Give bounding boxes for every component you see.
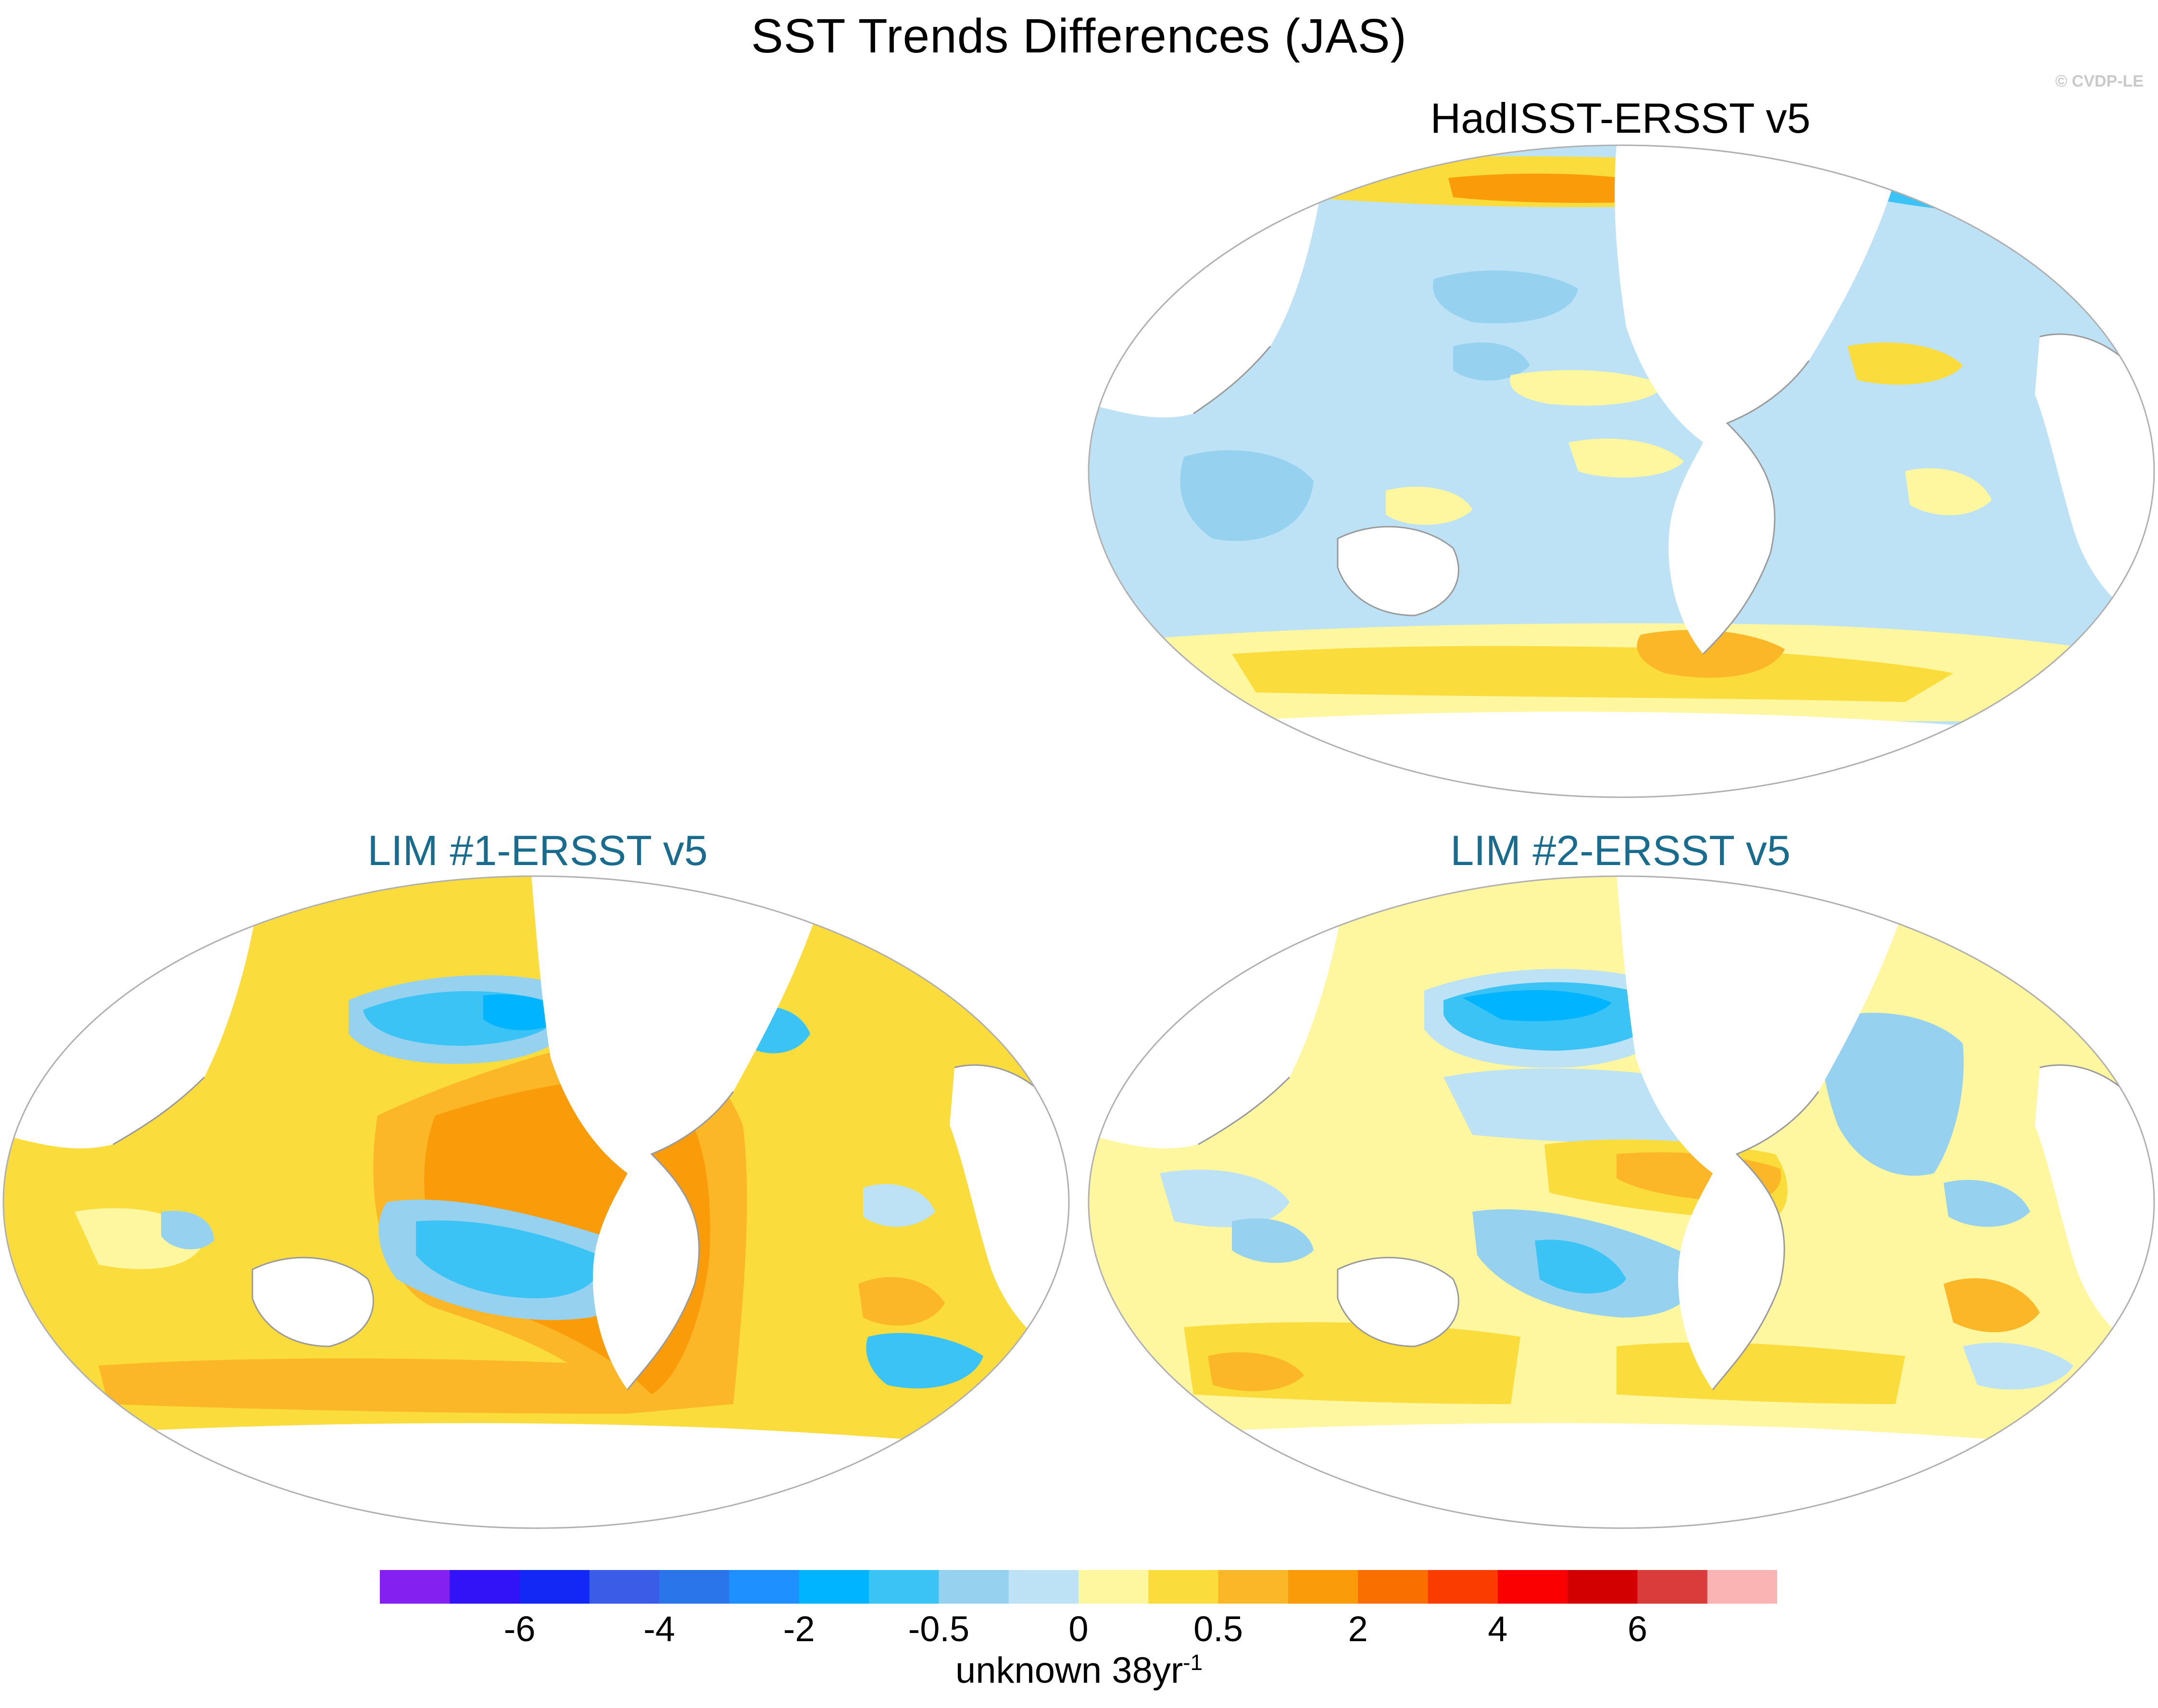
- colorbar-tick-label: 2: [1348, 1609, 1368, 1649]
- land-americas: [531, 876, 829, 1390]
- colorbar-swatch: [1218, 1570, 1289, 1604]
- map-border: [1088, 144, 2155, 798]
- pac-yellow-1: [1510, 370, 1665, 406]
- colorbar-tick-label: 6: [1627, 1609, 1647, 1649]
- map-border: [1088, 875, 2155, 1529]
- colorbar-swatch: [1497, 1570, 1568, 1604]
- so-orange: [1208, 1352, 1304, 1392]
- colorbar-swatch: [1568, 1570, 1638, 1604]
- coastline: [1193, 333, 2146, 655]
- atl-pale: [863, 1184, 935, 1227]
- so-orange: [99, 1358, 627, 1414]
- colorbar-swatch: [589, 1570, 660, 1604]
- atl-blue-south: [1963, 1343, 2073, 1390]
- colorbar-tick-label: -2: [783, 1609, 815, 1649]
- land-antarctica: [1089, 712, 2154, 797]
- land-australia: [1338, 527, 1459, 615]
- colorbar-swatch: [1637, 1570, 1708, 1604]
- colorbar-tick-label: 4: [1488, 1609, 1508, 1649]
- atl-blue-south: [866, 1333, 983, 1389]
- colorbar-swatch: [1428, 1570, 1498, 1604]
- pac-yellow-2: [1568, 439, 1684, 478]
- indian-blue-2: [1232, 1218, 1314, 1263]
- colorbar-swatch: [1008, 1570, 1079, 1604]
- coastline: [113, 1064, 1061, 1390]
- atl-yellow-1: [1847, 342, 1963, 385]
- arctic-blue-left: [1169, 166, 1304, 200]
- atl-orange: [858, 1277, 945, 1326]
- colorbar-swatch: [1358, 1570, 1428, 1604]
- colorbar-tick-label: 0: [1068, 1609, 1089, 1649]
- coastline: [1198, 1064, 2146, 1390]
- colorbar-swatch: [380, 1570, 450, 1604]
- colorbar-tick-label: 0.5: [1193, 1609, 1243, 1649]
- colorbar-swatch: [1707, 1570, 1777, 1604]
- colorbar-swatch: [450, 1570, 520, 1604]
- colorbar-swatch: [799, 1570, 869, 1604]
- so-gold-2: [1617, 1342, 1905, 1404]
- colorbar-tick-label: -6: [503, 1609, 536, 1649]
- land-africa: [2035, 334, 2154, 625]
- arctic-orange: [1448, 173, 1641, 203]
- colorbar-swatch: [1148, 1570, 1219, 1604]
- atl-yellow-2: [1905, 468, 1992, 515]
- so-orange: [1637, 630, 1785, 678]
- colorbar-swatch: [519, 1570, 590, 1604]
- indian-blue: [1160, 1169, 1290, 1227]
- map-lim1: [2, 875, 1070, 1529]
- indian-blue: [1180, 450, 1314, 541]
- panel-title-lim1: LIM #1-ERSST v5: [367, 827, 708, 874]
- colorbar-swatch: [939, 1570, 1009, 1604]
- watermark: © CVDP-LE: [2055, 72, 2144, 90]
- indian-blue: [161, 1211, 214, 1250]
- npac-blue-1: [1433, 270, 1578, 324]
- land-americas: [1615, 145, 1905, 654]
- atl-blue: [1821, 1013, 1964, 1176]
- land-africa: [950, 1065, 1069, 1356]
- map-border: [2, 875, 1070, 1529]
- spac-blue-core: [1535, 1240, 1626, 1294]
- figure-title: SST Trends Differences (JAS): [751, 9, 1407, 63]
- colorbar-swatch: [659, 1570, 729, 1604]
- colorbar: [380, 1570, 1777, 1604]
- atl-blue-2: [1944, 1180, 2030, 1227]
- colorbar-swatch: [869, 1570, 939, 1604]
- map-hadisst: [1088, 144, 2155, 798]
- land-antarctica: [3, 1423, 1069, 1528]
- colorbar-units: unknown 38yr-1: [0, 1649, 2158, 1691]
- colorbar-swatch: [1079, 1570, 1149, 1604]
- land-americas: [1617, 876, 1915, 1390]
- npac-blue-2: [1453, 342, 1530, 381]
- colorbar-swatch: [729, 1570, 800, 1604]
- panel-title-hadisst: HadISST-ERSST v5: [1430, 94, 1811, 142]
- land-australia: [1338, 1257, 1459, 1346]
- npac-blue-dark: [1463, 990, 1612, 1021]
- units-text: unknown 38yr: [955, 1650, 1183, 1691]
- colorbar-swatch: [1288, 1570, 1358, 1604]
- atl-gold: [1944, 1278, 2040, 1332]
- panel-title-lim2: LIM #2-ERSST v5: [1450, 827, 1791, 874]
- units-exponent: -1: [1183, 1650, 1203, 1675]
- land-australia: [252, 1257, 374, 1346]
- colorbar-tick-label: -4: [643, 1609, 676, 1649]
- pac-yellow-3: [1386, 487, 1472, 525]
- spac-blue-core: [416, 1220, 601, 1298]
- land-antarctica: [1089, 1423, 2154, 1528]
- land-africa: [2035, 1065, 2154, 1356]
- map-lim2: [1088, 875, 2155, 1529]
- colorbar-labels: -6 -4 -2 -0.5 0 0.5 2 4 6: [380, 1608, 1777, 1657]
- colorbar-tick-label: -0.5: [908, 1609, 970, 1649]
